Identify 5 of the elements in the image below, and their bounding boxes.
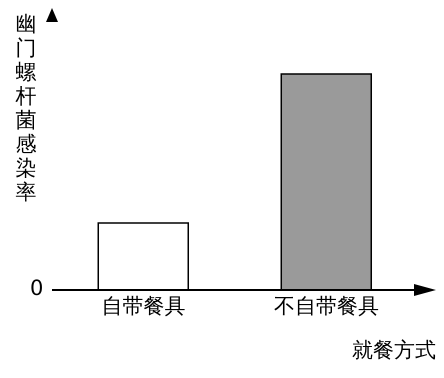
x-axis-title: 就餐方式: [352, 337, 436, 364]
text: 0: [30, 276, 44, 300]
x-tick-label: 不自带餐具: [274, 294, 379, 318]
x-tick-label: 自带餐具: [102, 294, 186, 318]
y-axis-title: 幽门螺杆菌感染率: [14, 12, 38, 204]
